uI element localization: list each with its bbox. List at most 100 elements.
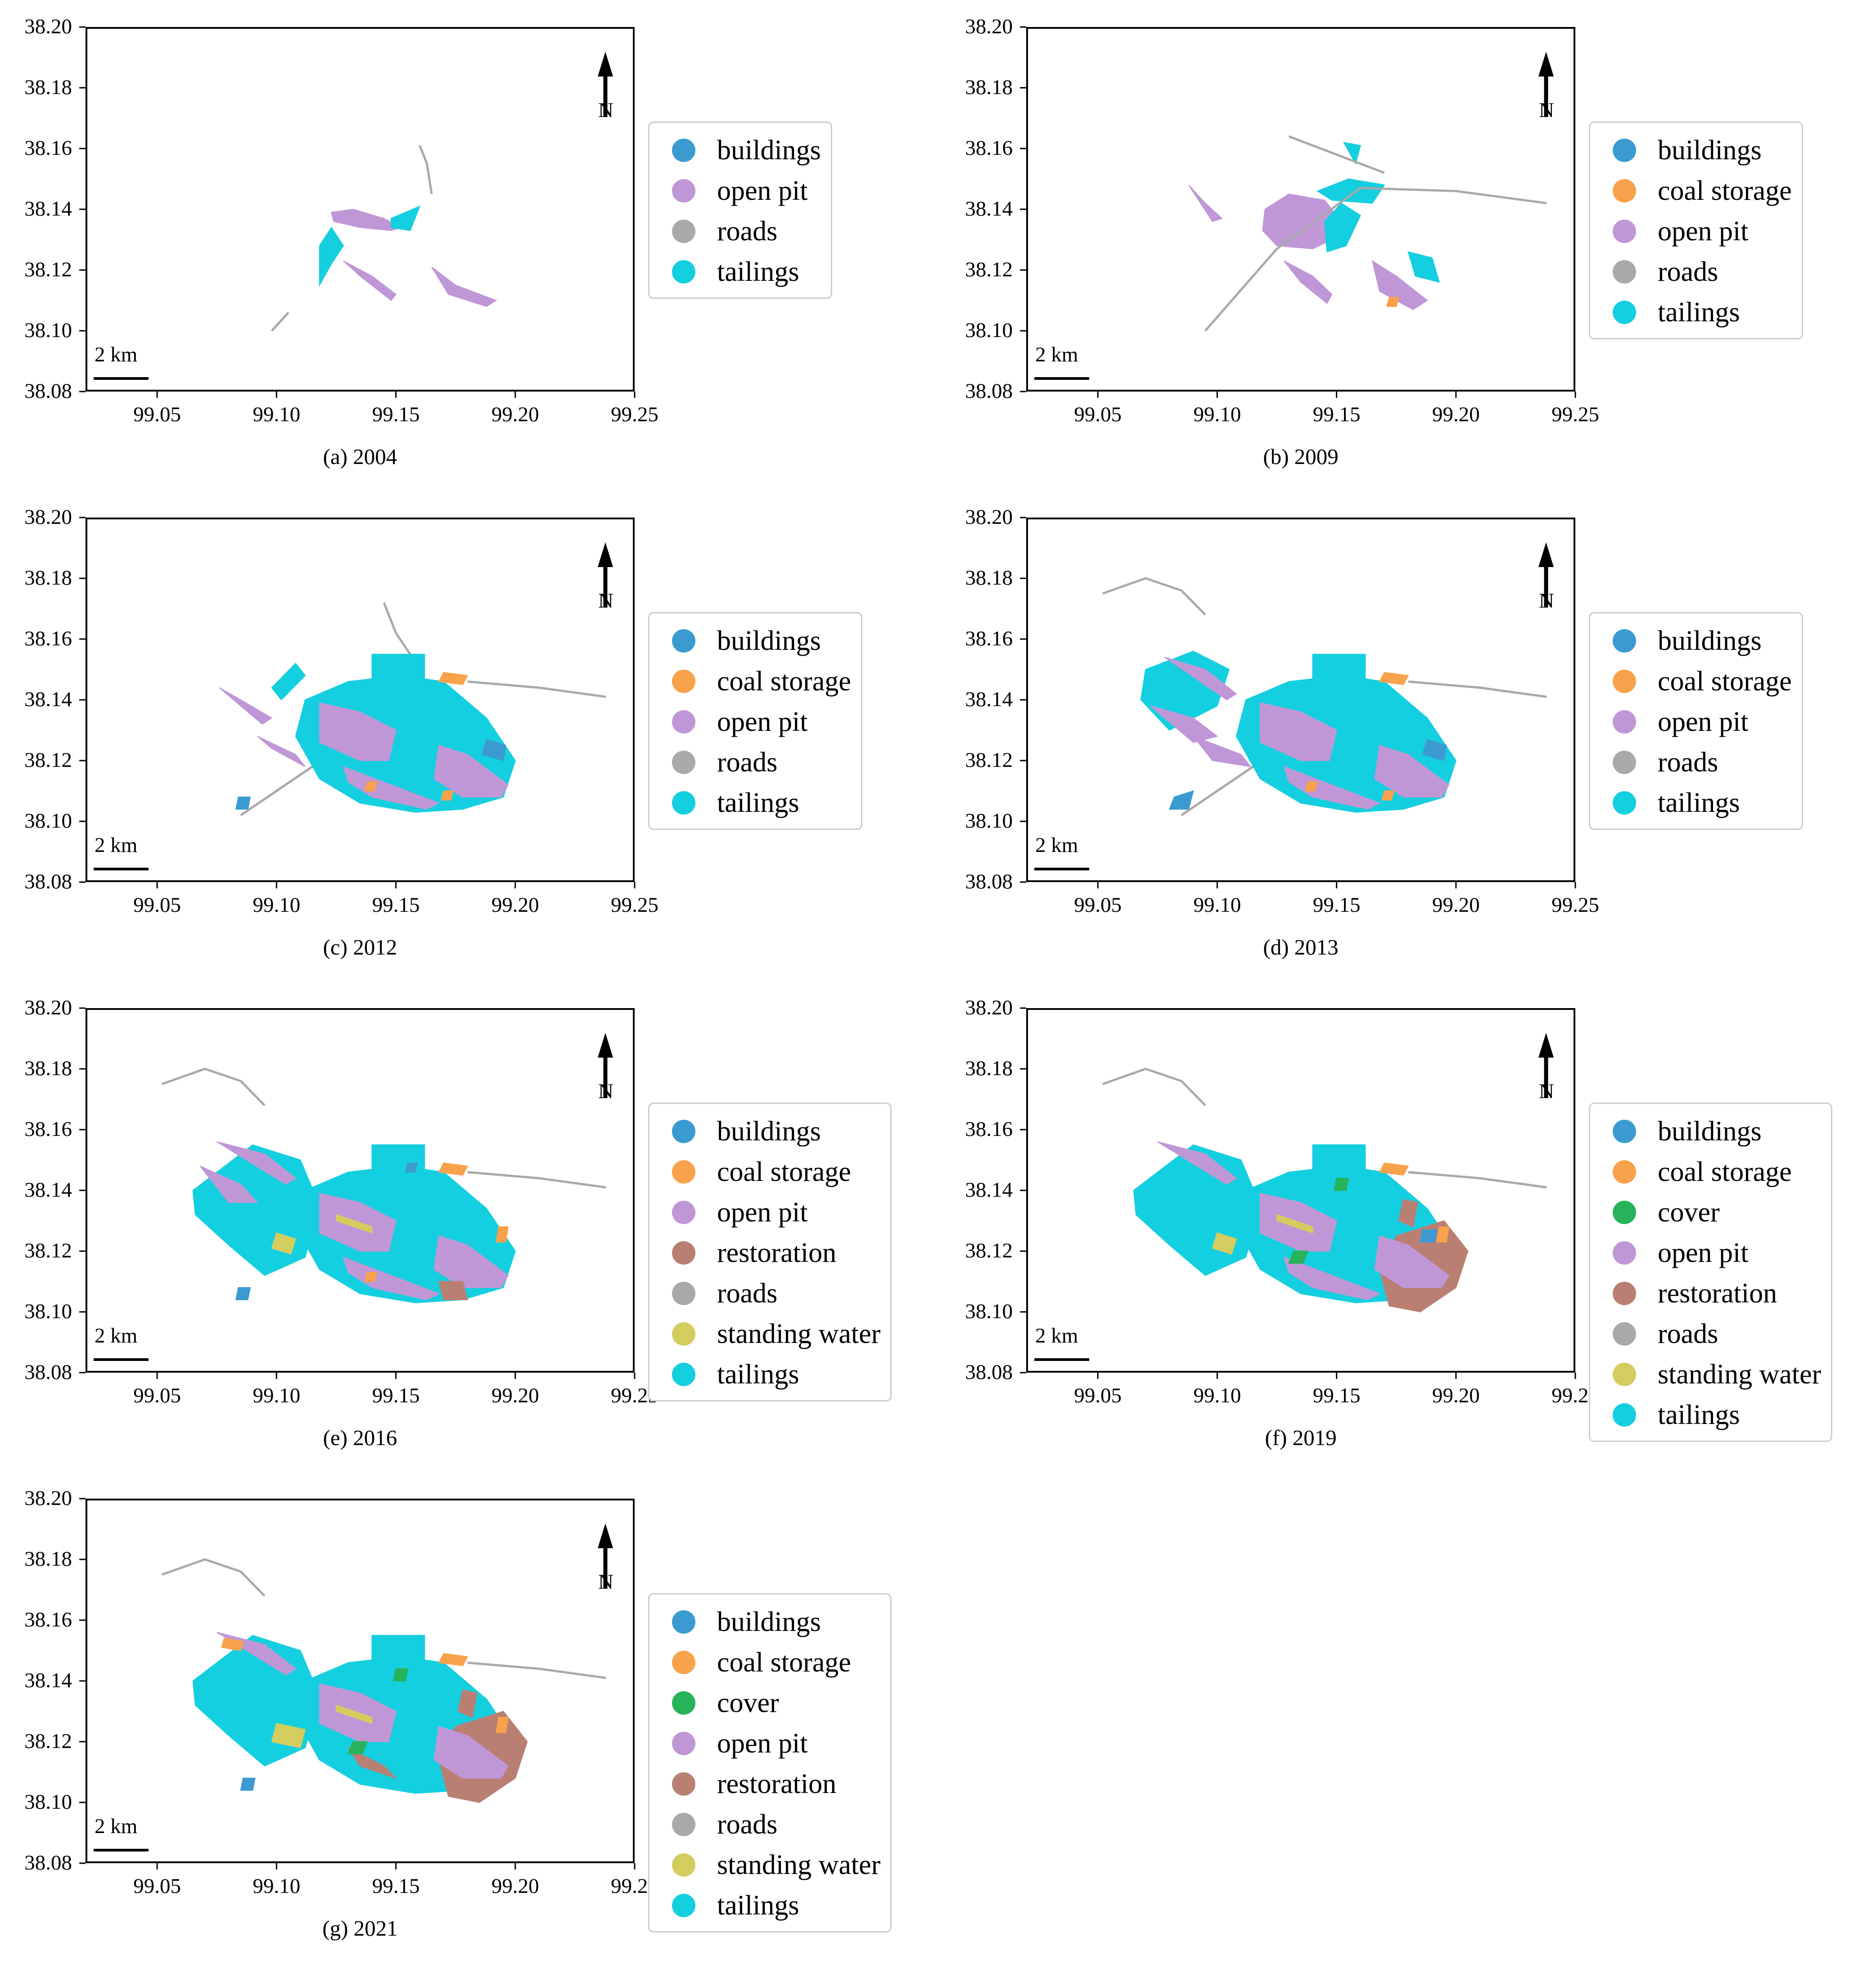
feature-standing-water [336,1704,373,1724]
feature-buildings [1422,739,1447,761]
feature-standing-water [336,1214,373,1234]
legend-item: tailings [1613,783,1792,823]
y-tick-label: 38.20 [24,505,72,529]
scale-label: 2 km [95,343,138,366]
feature-roads [161,1558,266,1597]
feature-roads [1408,680,1547,698]
y-tick-label: 38.10 [24,809,72,833]
feature-buildings [405,1162,418,1173]
y-tick-label: 38.10 [24,1300,72,1323]
feature-cover [1334,1178,1349,1191]
legend-swatch-icon [672,1691,695,1715]
north-label: N [598,99,613,122]
y-tick-label: 38.16 [965,1117,1013,1141]
north-label: N [598,1570,613,1594]
legend-label: buildings [717,1116,821,1147]
legend-item: coal storage [672,1642,880,1683]
feature-restoration [457,1689,478,1718]
feature-tailings [271,662,306,701]
y-tick-label: 38.20 [965,15,1013,38]
feature-coal-storage [438,1653,469,1667]
x-tick-label: 99.05 [1074,1384,1122,1407]
feature-coal-storage [1436,1226,1450,1243]
feature-roads [1408,1171,1547,1189]
y-tick-label: 38.18 [965,76,1013,99]
x-tick-label: 99.15 [1312,893,1361,917]
feature-tailings [371,1635,425,1663]
legend-label: restoration [717,1238,837,1268]
legend-item: standing water [1613,1354,1821,1395]
map-canvas [1020,517,1576,888]
scale-label: 2 km [1035,1324,1078,1347]
y-tick-label: 38.16 [24,1117,72,1141]
legend-item: tailings [672,783,851,823]
legend-swatch-icon [672,1282,695,1305]
map-panel: 38.20 38.18 38.16 38.14 38.12 38.10 38.08 99.05… [941,0,1876,491]
x-tick-label: 99.10 [1193,1384,1241,1407]
legend-item: buildings [672,1111,880,1152]
legend-item: restoration [672,1233,880,1273]
legend-swatch-icon [672,1241,695,1265]
legend-label: coal storage [1658,666,1792,697]
scale-label: 2 km [1035,343,1078,366]
legend-swatch-icon [1613,791,1636,815]
legend-swatch-icon [1613,220,1636,243]
north-arrow-head-icon [598,542,613,567]
scale-label: 2 km [1035,833,1078,857]
y-tick-label: 38.10 [24,319,72,342]
feature-open-pit [319,702,397,761]
legend-swatch-icon [672,791,695,815]
north-label: N [598,1080,613,1103]
feature-coal-storage [440,790,454,801]
legend-label: roads [717,1809,778,1840]
feature-standing-water [1212,1232,1237,1255]
feature-coal-storage [1381,790,1395,801]
legend-item: cover [672,1683,880,1723]
legend-swatch-icon [672,179,695,203]
legend-label: open pit [1658,1238,1749,1268]
legend-label: coal storage [717,1157,851,1187]
feature-roads [1288,135,1385,174]
scale-label: 2 km [95,1815,138,1838]
feature-tailings [319,226,344,287]
feature-restoration [1398,1199,1419,1228]
legend-swatch-icon [1613,1322,1636,1346]
scale-bar [94,1849,149,1851]
y-tick-label: 38.08 [965,870,1013,893]
feature-open-pit [343,1256,440,1301]
map-panel: 38.20 38.18 38.16 38.14 38.12 38.10 38.08 99.05… [941,981,1876,1472]
legend-item: open pit [672,1723,880,1764]
map-canvas [79,517,636,888]
legend-item: roads [672,211,821,252]
y-tick-label: 38.18 [965,1057,1013,1080]
legend-swatch-icon [672,1120,695,1143]
feature-open-pit [433,744,509,797]
legend-label: open pit [717,707,808,737]
legend-label: restoration [1658,1278,1777,1309]
legend-item: open pit [672,171,821,211]
legend-label: cover [717,1688,779,1718]
legend-swatch-icon [1613,629,1636,653]
north-arrow-head-icon [598,52,613,77]
legend-item: open pit [1613,702,1792,742]
legend-label: roads [1658,1319,1718,1349]
x-tick-label: 99.20 [491,1874,539,1898]
legend-item: coal storage [1613,661,1792,702]
map-canvas [79,1007,636,1379]
legend-swatch-icon [672,710,695,734]
x-tick-label: 99.10 [253,403,301,426]
legend-swatch-icon [1613,260,1636,284]
feature-roads [1204,187,1547,332]
y-tick-label: 38.10 [965,1300,1013,1323]
feature-tailings [371,1144,425,1173]
y-tick-label: 38.18 [24,566,72,590]
y-tick-label: 38.18 [965,566,1013,590]
feature-roads [240,766,313,816]
feature-open-pit [257,736,306,767]
legend-swatch-icon [672,670,695,693]
y-tick-label: 38.08 [24,1360,72,1384]
feature-coal-storage [1305,781,1318,792]
legend-item: open pit [1613,1233,1821,1273]
feature-restoration [438,1281,468,1300]
feature-tailings [1407,251,1440,283]
